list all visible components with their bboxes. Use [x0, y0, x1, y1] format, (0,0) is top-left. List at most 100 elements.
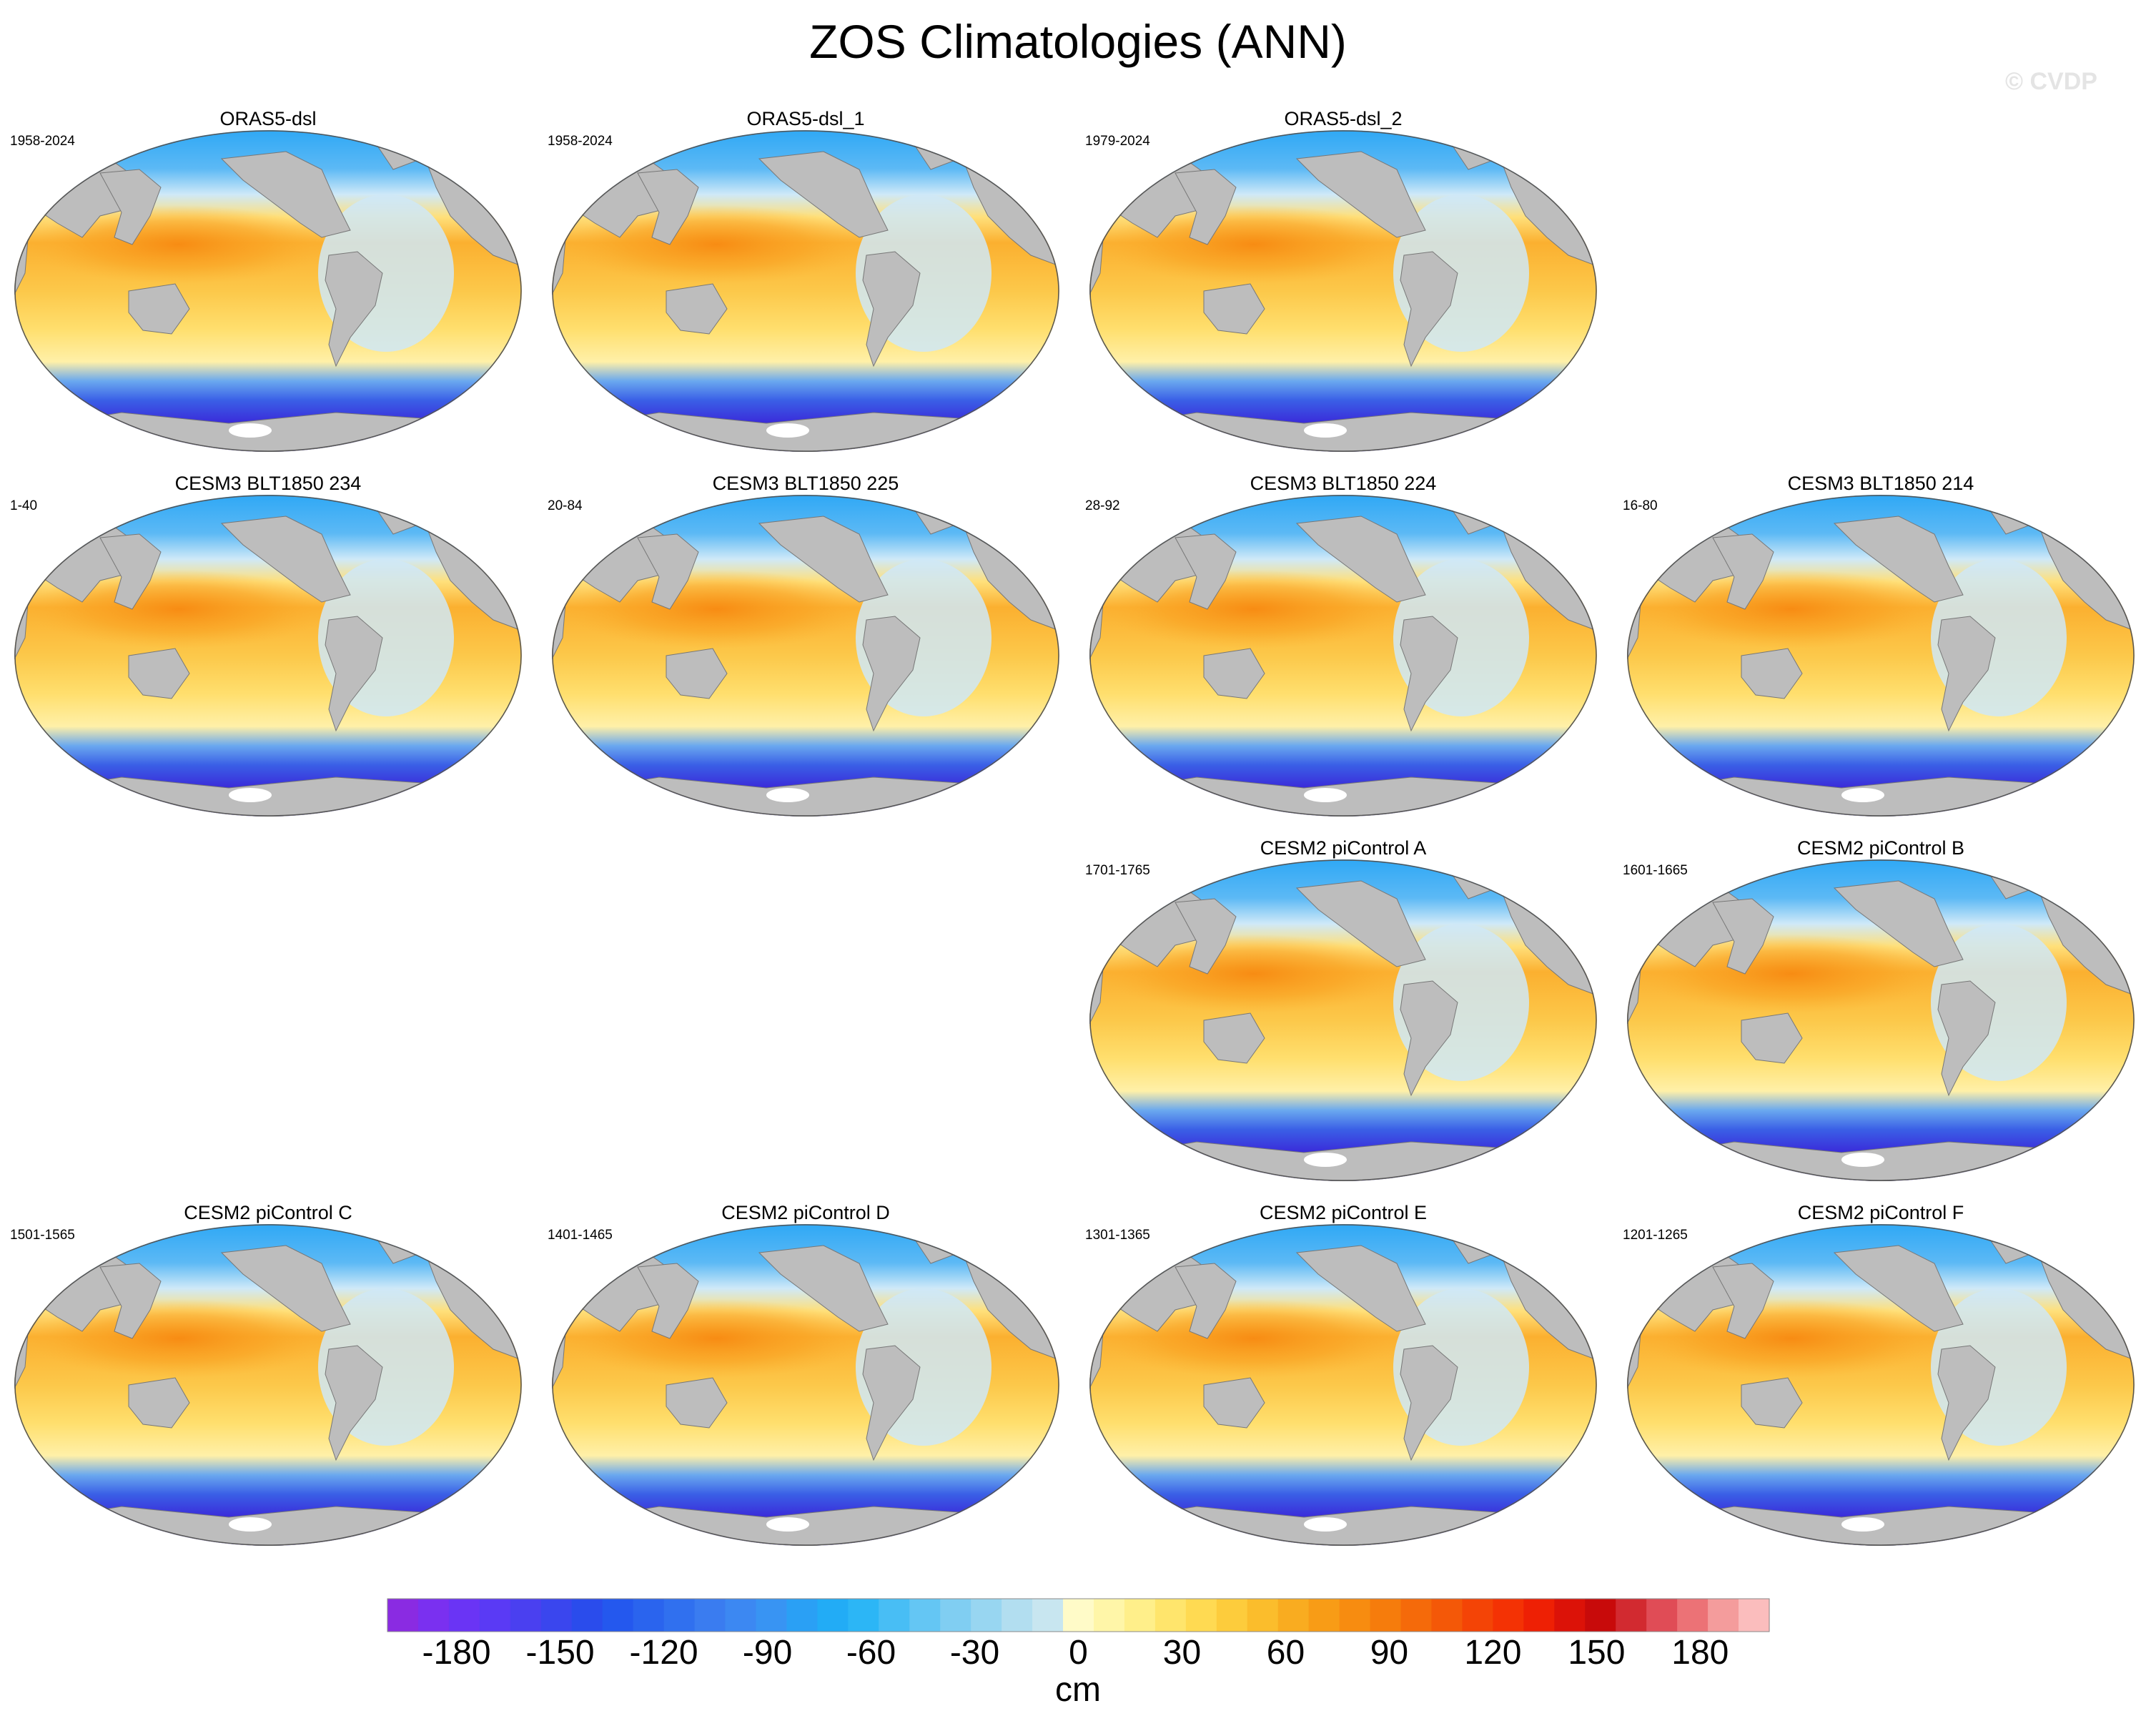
- colorbar-swatch: [1277, 1599, 1310, 1632]
- panel-title: CESM2 piControl B: [1796, 837, 1965, 859]
- north-america-land: [1833, 1245, 1964, 1332]
- colorbar-swatch: [1400, 1599, 1433, 1632]
- chart-title: ZOS Climatologies (ANN): [809, 15, 1347, 68]
- colorbar-tick-label: 30: [1162, 1634, 1202, 1672]
- map-panel: CESM3 BLT1850 224 28-92: [1075, 472, 1611, 829]
- panel-years: 1958-2024: [548, 134, 613, 149]
- south-america-land: [1400, 251, 1458, 368]
- south-america-land: [862, 251, 921, 368]
- colorbar-swatch: [1032, 1599, 1064, 1632]
- colorbar-tick-label: 0: [1069, 1634, 1088, 1672]
- ice-shelf: [1304, 1153, 1347, 1167]
- colorbar-swatch: [1677, 1599, 1709, 1632]
- colorbar-swatch: [540, 1599, 573, 1632]
- warm-pool: [1641, 935, 1942, 1013]
- south-america-land: [325, 616, 383, 732]
- east-asia-land: [1175, 1263, 1237, 1339]
- panel-years: 1501-1565: [10, 1228, 75, 1243]
- colorbar-swatch: [1002, 1599, 1033, 1632]
- colorbar-swatch: [1185, 1599, 1217, 1632]
- panel-title: CESM2 piControl A: [1260, 837, 1427, 859]
- south-america-land: [1937, 980, 1996, 1097]
- panel-years: 1601-1665: [1623, 863, 1688, 878]
- north-america-land: [1833, 880, 1964, 967]
- colorbar-swatch: [387, 1599, 419, 1632]
- colorbar-swatch: [1247, 1599, 1279, 1632]
- warm-pool: [1104, 935, 1404, 1013]
- map-border: [1627, 859, 2135, 1181]
- colorbar-tick-label: 60: [1266, 1634, 1305, 1672]
- global-map: [14, 130, 522, 452]
- australia-land: [128, 283, 190, 335]
- colorbar-swatch: [1370, 1599, 1402, 1632]
- colorbar-tick-label: -150: [525, 1634, 595, 1672]
- colorbar-swatch: [971, 1599, 1002, 1632]
- east-asia-land: [99, 1263, 162, 1339]
- colorbar-swatch: [663, 1599, 696, 1632]
- colorbar-swatch: [817, 1599, 849, 1632]
- warm-pool: [1104, 205, 1404, 284]
- map-panel: CESM3 BLT1850 225 20-84: [538, 472, 1074, 829]
- north-america-land: [220, 1245, 351, 1332]
- north-america-land: [758, 516, 889, 603]
- panel-title: CESM2 piControl E: [1259, 1202, 1428, 1223]
- panel-years: 1-40: [10, 498, 38, 513]
- east-asia-land: [1712, 533, 1774, 610]
- global-map: [1089, 130, 1597, 452]
- east-asia-land: [1175, 169, 1237, 245]
- colorbar-swatch: [571, 1599, 603, 1632]
- panel-years: 1401-1465: [548, 1228, 613, 1243]
- colorbar-swatch: [602, 1599, 634, 1632]
- map-panel: CESM2 piControl C 1501-1565: [0, 1201, 536, 1559]
- panel-title: CESM2 piControl D: [721, 1202, 890, 1223]
- east-asia-land: [637, 533, 699, 610]
- colorbar-swatch: [479, 1599, 511, 1632]
- global-map: [1089, 1224, 1597, 1546]
- colorbar-swatch: [510, 1599, 542, 1632]
- colorbar-swatch: [1554, 1599, 1586, 1632]
- east-asia-land: [637, 1263, 699, 1339]
- watermark: © CVDP: [2005, 68, 2097, 95]
- north-america-land: [220, 151, 351, 238]
- panel-years: 1301-1365: [1085, 1228, 1150, 1243]
- colorbar-swatch: [879, 1599, 910, 1632]
- global-map: [14, 495, 522, 817]
- australia-land: [1203, 283, 1265, 335]
- south-america-land: [325, 251, 383, 368]
- panel-years: 16-80: [1623, 498, 1658, 513]
- colorbar-swatch: [1154, 1599, 1187, 1632]
- ice-shelf: [229, 788, 272, 802]
- colorbar-swatch: [909, 1599, 941, 1632]
- map-border: [552, 130, 1059, 452]
- colorbar-swatch: [694, 1599, 726, 1632]
- south-america-land: [1937, 1345, 1996, 1461]
- north-america-land: [758, 151, 889, 238]
- warm-pool: [566, 205, 866, 284]
- north-america-land: [758, 1245, 889, 1332]
- ice-shelf: [229, 1517, 272, 1532]
- australia-land: [1741, 1377, 1803, 1429]
- warm-pool: [1104, 1299, 1404, 1378]
- panel-years: 28-92: [1085, 498, 1120, 513]
- colorbar-swatch: [1308, 1599, 1340, 1632]
- colorbar-tick-label: -30: [949, 1634, 1000, 1672]
- map-border: [1089, 130, 1597, 452]
- ice-shelf: [1304, 788, 1347, 802]
- colorbar-swatch: [1708, 1599, 1739, 1632]
- east-asia-land: [637, 169, 699, 245]
- map-border: [552, 495, 1059, 817]
- panel-title: CESM3 BLT1850 234: [174, 473, 362, 494]
- colorbar-swatch: [940, 1599, 971, 1632]
- east-asia-land: [1712, 898, 1774, 975]
- panel-years: 1958-2024: [10, 134, 75, 149]
- map-border: [1627, 495, 2135, 817]
- colorbar-swatch: [1216, 1599, 1248, 1632]
- warm-pool: [1641, 570, 1942, 649]
- colorbar-swatch: [1093, 1599, 1125, 1632]
- colorbar-swatch: [1431, 1599, 1463, 1632]
- map-panel: CESM2 piControl B 1601-1665: [1613, 837, 2149, 1194]
- east-asia-land: [99, 533, 162, 610]
- map-border: [14, 495, 522, 817]
- map-panel: ORAS5-dsl_2 1979-2024: [1075, 107, 1611, 465]
- map-border: [14, 130, 522, 452]
